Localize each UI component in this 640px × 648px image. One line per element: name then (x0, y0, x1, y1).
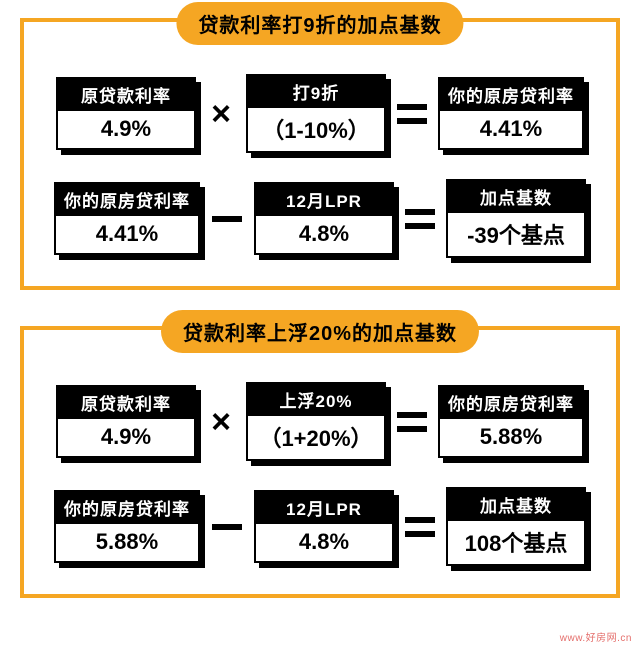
card-your-rate: 你的原房贷利率 4.41% (438, 77, 584, 150)
card-value: （1-10%） (248, 108, 384, 151)
panel-title: 贷款利率上浮20%的加点基数 (161, 310, 479, 353)
card-body: 加点基数 -39个基点 (446, 179, 586, 258)
card-head: 加点基数 (448, 489, 584, 521)
card-value: 4.8% (256, 524, 392, 561)
card-value: -39个基点 (448, 213, 584, 256)
card-discount-factor: 打9折 （1-10%） (246, 74, 386, 153)
card-body: 12月LPR 4.8% (254, 182, 394, 255)
operator-equals (404, 209, 436, 229)
card-body: 你的原房贷利率 4.41% (54, 182, 200, 255)
card-value: 4.9% (58, 419, 194, 456)
card-head: 你的原房贷利率 (440, 79, 582, 111)
operator-minus (212, 216, 242, 222)
card-original-rate: 原贷款利率 4.9% (56, 385, 196, 458)
card-body: 上浮20% （1+20%） (246, 382, 386, 461)
card-markup-factor: 上浮20% （1+20%） (246, 382, 386, 461)
card-value: （1+20%） (248, 416, 384, 459)
equation-row: 原贷款利率 4.9% × 打9折 （1-10%） 你的原房贷利率 4.41% (42, 74, 598, 153)
operator-equals (396, 412, 428, 432)
card-lpr: 12月LPR 4.8% (254, 490, 394, 563)
operator-multiply: × (206, 405, 236, 439)
card-your-rate: 你的原房贷利率 5.88% (54, 490, 200, 563)
card-your-rate: 你的原房贷利率 5.88% (438, 385, 584, 458)
card-value: 4.9% (58, 111, 194, 148)
card-head: 12月LPR (256, 184, 392, 216)
card-head: 你的原房贷利率 (440, 387, 582, 419)
watermark: www.好房网.cn (560, 629, 632, 644)
card-body: 你的原房贷利率 5.88% (438, 385, 584, 458)
card-your-rate: 你的原房贷利率 4.41% (54, 182, 200, 255)
card-head: 打9折 (248, 76, 384, 108)
panel-discount-9: 贷款利率打9折的加点基数 原贷款利率 4.9% × 打9折 （1-10%） 你的… (20, 18, 620, 290)
card-head: 加点基数 (448, 181, 584, 213)
equation-row: 原贷款利率 4.9% × 上浮20% （1+20%） 你的原房贷利率 5.88% (42, 382, 598, 461)
card-head: 你的原房贷利率 (56, 184, 198, 216)
card-lpr: 12月LPR 4.8% (254, 182, 394, 255)
card-body: 打9折 （1-10%） (246, 74, 386, 153)
card-head: 原贷款利率 (58, 79, 194, 111)
card-body: 你的原房贷利率 4.41% (438, 77, 584, 150)
operator-equals (404, 517, 436, 537)
card-value: 108个基点 (448, 521, 584, 564)
card-basis-points: 加点基数 -39个基点 (446, 179, 586, 258)
equation-row: 你的原房贷利率 4.41% 12月LPR 4.8% 加点基数 -39个基点 (42, 179, 598, 258)
equation-row: 你的原房贷利率 5.88% 12月LPR 4.8% 加点基数 108个基点 (42, 487, 598, 566)
card-head: 你的原房贷利率 (56, 492, 198, 524)
card-value: 5.88% (440, 419, 582, 456)
card-head: 上浮20% (248, 384, 384, 416)
card-value: 5.88% (56, 524, 198, 561)
card-value: 4.41% (440, 111, 582, 148)
operator-equals (396, 104, 428, 124)
card-body: 原贷款利率 4.9% (56, 77, 196, 150)
card-value: 4.41% (56, 216, 198, 253)
card-value: 4.8% (256, 216, 392, 253)
card-head: 12月LPR (256, 492, 392, 524)
panel-title: 贷款利率打9折的加点基数 (176, 2, 463, 45)
card-basis-points: 加点基数 108个基点 (446, 487, 586, 566)
operator-minus (212, 524, 242, 530)
panel-markup-20: 贷款利率上浮20%的加点基数 原贷款利率 4.9% × 上浮20% （1+20%… (20, 326, 620, 598)
card-body: 加点基数 108个基点 (446, 487, 586, 566)
card-body: 原贷款利率 4.9% (56, 385, 196, 458)
operator-multiply: × (206, 97, 236, 131)
card-original-rate: 原贷款利率 4.9% (56, 77, 196, 150)
card-body: 你的原房贷利率 5.88% (54, 490, 200, 563)
card-head: 原贷款利率 (58, 387, 194, 419)
card-body: 12月LPR 4.8% (254, 490, 394, 563)
